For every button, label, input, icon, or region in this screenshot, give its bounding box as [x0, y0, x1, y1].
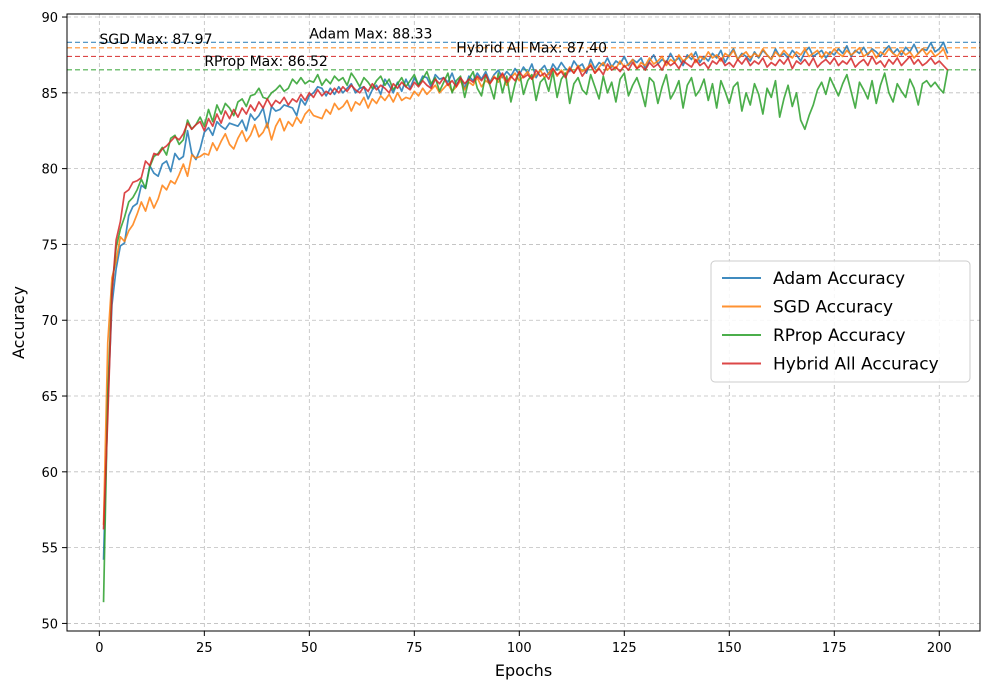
plot-area-frame — [66, 13, 981, 632]
max-annotation-3: Hybrid All Max: 87.40 — [456, 40, 607, 56]
legend-label-1: SGD Accuracy — [773, 298, 893, 318]
max-annotations: Adam Max: 88.33 SGD Max: 87.97 RProp Max: … — [99, 26, 607, 69]
max-annotation-2: RProp Max: 86.52 — [204, 54, 327, 70]
max-annotation-0: Adam Max: 88.33 — [309, 26, 432, 42]
x-tick-label-4: 100 — [507, 641, 532, 656]
x-tick-label-6: 150 — [717, 641, 742, 656]
legend-box — [710, 260, 971, 383]
y-tick-label-1: 55 — [41, 542, 58, 557]
x-tick-label-7: 175 — [822, 641, 847, 656]
series-line-0 — [102, 41, 949, 560]
y-axis-label: Accuracy — [9, 286, 28, 359]
series-line-3 — [102, 55, 949, 530]
x-tick-label-3: 75 — [406, 641, 423, 656]
y-tick-label-8: 90 — [41, 11, 58, 26]
x-tick-label-1: 25 — [196, 641, 213, 656]
legend: Adam Accuracy SGD Accuracy RProp Accuracy H… — [710, 260, 971, 383]
y-tick-label-2: 60 — [41, 466, 58, 481]
legend-label-3: Hybrid All Accuracy — [773, 355, 939, 375]
x-tick-label-0: 0 — [95, 641, 103, 656]
y-tick-label-5: 75 — [41, 238, 58, 253]
x-tick-label-5: 125 — [612, 641, 637, 656]
y-axis-ticks: 50 55 60 65 70 75 80 85 90 — [41, 11, 67, 632]
legend-label-0: Adam Accuracy — [773, 269, 905, 289]
y-tick-label-6: 80 — [41, 163, 58, 178]
y-tick-label-4: 70 — [41, 314, 58, 329]
max-annotation-1: SGD Max: 87.97 — [99, 32, 212, 48]
y-tick-label-3: 65 — [41, 390, 58, 405]
series-lines — [102, 41, 949, 603]
y-tick-label-0: 50 — [41, 617, 58, 632]
x-axis-ticks: 0 25 50 75 100 125 150 175 200 — [95, 631, 952, 656]
x-tick-label-2: 50 — [301, 641, 318, 656]
x-axis-label: Epochs — [495, 661, 552, 680]
series-line-1 — [102, 46, 949, 525]
x-tick-label-8: 200 — [927, 641, 952, 656]
series-line-2 — [102, 69, 949, 603]
y-tick-label-7: 85 — [41, 87, 58, 102]
legend-label-2: RProp Accuracy — [773, 326, 906, 346]
